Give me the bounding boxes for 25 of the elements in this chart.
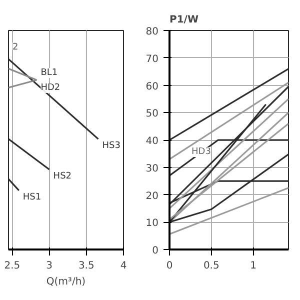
y-tick-label: 50 [146,108,159,120]
x-tick-label: 1 [250,260,256,272]
series-label: BL1 [40,68,58,78]
x-axis-title: Q(m³/h) [46,276,86,288]
y-tick-label: 80 [146,26,159,38]
x-tick-label: 2.5 [4,260,20,272]
y-tick-label: 40 [146,136,159,147]
y-tick-label: 60 [146,81,159,92]
x-tick-label: 0.5 [203,260,220,272]
y-tick-label: 0 [152,246,159,256]
x-tick-label: 4 [120,260,127,272]
text: 2 [12,42,18,52]
y-tick-label: 70 [146,54,159,65]
y-tick-label: 30 [146,163,159,174]
series-label: HS3 [102,141,120,152]
series-label: HD3 [192,147,211,157]
series-label: HS1 [22,192,42,202]
x-tick-label: 0 [166,260,173,272]
chart-title: P1/W [170,14,198,26]
series-label: HS2 [53,172,72,182]
y-tick-label: 10 [146,218,159,230]
y-tick-label: 20 [146,190,159,202]
x-tick-label: 3 [46,260,52,272]
x-tick-label: 3.5 [78,260,94,272]
series-label: HD2 [40,83,60,94]
